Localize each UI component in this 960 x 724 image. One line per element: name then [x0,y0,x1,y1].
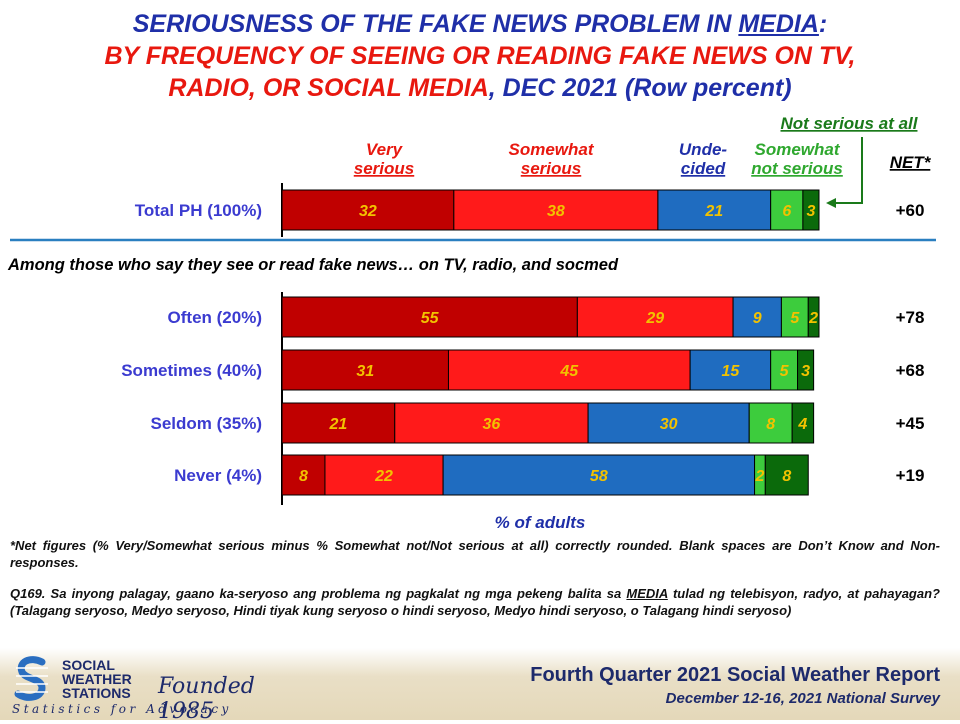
bar-2-0 [281,349,449,391]
bar-3-1 [394,402,589,444]
founded-text: Founded 1985 [158,674,255,724]
bar-0-3 [770,189,804,231]
bar-3-0 [281,402,396,444]
report-info: Fourth Quarter 2021 Social Weather Repor… [530,664,940,707]
net-value-2: +68 [896,361,925,380]
title-media: MEDIA [738,10,819,38]
bar-label-4-3: 2 [754,468,764,485]
chart-title: SERIOUSNESS OF THE FAKE NEWS PROBLEM IN … [0,8,960,104]
net-header: NET* [890,153,932,172]
bar-label-0-4: 3 [806,203,815,220]
bar-label-1-4: 2 [808,310,818,327]
bar-label-1-1: 29 [645,310,664,327]
bar-label-4-2: 58 [590,468,608,485]
bar-0-4 [802,189,820,231]
bar-0-1 [453,189,659,231]
bar-3-2 [587,402,750,444]
bar-2-3 [770,349,799,391]
net-value-3: +45 [896,414,925,433]
footer-band [0,648,960,720]
bar-1-0 [281,296,578,338]
legend-label-0-line1: Very [366,140,404,159]
category-label-4: Never (4%) [174,466,262,485]
report-subtitle: December 12-16, 2021 National Survey [665,690,940,707]
bar-label-0-2: 21 [704,203,723,220]
bar-label-1-3: 5 [790,310,800,327]
net-value-0: +60 [896,201,925,220]
question-text-c: tulad ng telebisyon, radyo, at pahayagan… [10,586,940,618]
stacked-bar-chart: VeryseriousSomewhatseriousUnde-cidedSome… [7,114,936,532]
bar-2-1 [447,349,691,391]
category-label-3: Seldom (35%) [151,414,262,433]
bar-label-4-0: 8 [299,468,308,485]
brand-line3: STATIONS [62,685,131,701]
title-line1: SERIOUSNESS OF THE FAKE NEWS PROBLEM IN [132,10,739,38]
bar-label-2-1: 45 [559,363,579,380]
category-label-2: Sometimes (40%) [121,361,262,380]
net-value-1: +78 [896,308,925,327]
legend-label-2-line2: cided [681,159,726,178]
bar-label-4-1: 22 [374,468,393,485]
bar-label-4-4: 8 [782,468,791,485]
bar-2-4 [797,349,815,391]
section-label: Among those who say they see or read fak… [7,256,619,274]
legend-arrow-head [826,198,836,208]
sws-brand: SOCIAL WEATHER STATIONS [62,658,132,700]
bar-label-1-2: 9 [753,310,762,327]
bar-1-2 [732,296,782,338]
bar-label-3-4: 4 [797,416,807,433]
bar-label-2-3: 5 [780,363,790,380]
title-line2: BY FREQUENCY OF SEEING OR READING FAKE N… [104,42,856,70]
legend-label-4: Not serious at all [781,114,919,133]
legend-label-3-line2: not serious [751,159,843,178]
bar-label-3-1: 36 [483,416,501,433]
sws-logo: SOCIAL WEATHER STATIONS Founded 1985 Sta… [8,652,268,724]
bar-label-0-3: 6 [782,203,791,220]
question-text-a: Q169. Sa inyong palagay, gaano ka-seryos… [10,586,627,601]
bar-label-3-2: 30 [660,416,678,433]
title-colon: : [818,10,828,38]
report-title: Fourth Quarter 2021 Social Weather Repor… [530,664,940,686]
bar-4-1 [324,454,444,496]
tagline: Statistics for Advocacy [12,702,232,716]
bar-label-2-0: 31 [356,363,374,380]
sws-s-logo-icon [14,656,48,701]
title-line3b: , DEC 2021 (Row percent) [488,74,792,102]
net-footnote: *Net figures (% Very/Somewhat serious mi… [10,538,940,570]
bar-0-2 [657,189,772,231]
bar-2-2 [689,349,772,391]
brand-line2: WEATHER [62,671,132,687]
bar-label-2-2: 15 [721,363,740,380]
title-line3a: RADIO, OR SOCIAL MEDIA [168,74,489,102]
brand-line1: SOCIAL [62,657,115,673]
bar-1-4 [807,296,820,338]
net-value-4: +19 [896,466,925,485]
x-axis-label: % of adults [495,513,586,532]
bar-3-4 [791,402,815,444]
question-note: Q169. Sa inyong palagay, gaano ka-seryos… [10,585,940,619]
question-media: MEDIA [626,586,668,601]
legend-arrow-line [830,137,863,204]
bar-label-3-0: 21 [328,416,347,433]
bar-label-2-4: 3 [801,363,810,380]
bar-label-3-3: 8 [766,416,775,433]
legend-label-1-line2: serious [521,159,581,178]
legend-label-2-line1: Unde- [679,140,728,159]
bar-label-1-0: 55 [421,310,440,327]
category-label-1: Often (20%) [168,308,262,327]
bar-4-2 [442,454,756,496]
bar-4-4 [764,454,809,496]
legend-label-1-line1: Somewhat [508,140,594,159]
bar-label-0-1: 38 [547,203,565,220]
legend-label-3-line1: Somewhat [754,140,840,159]
legend-label-0-line2: serious [354,159,414,178]
bar-label-0-0: 32 [359,203,377,220]
category-label-0: Total PH (100%) [135,201,262,220]
